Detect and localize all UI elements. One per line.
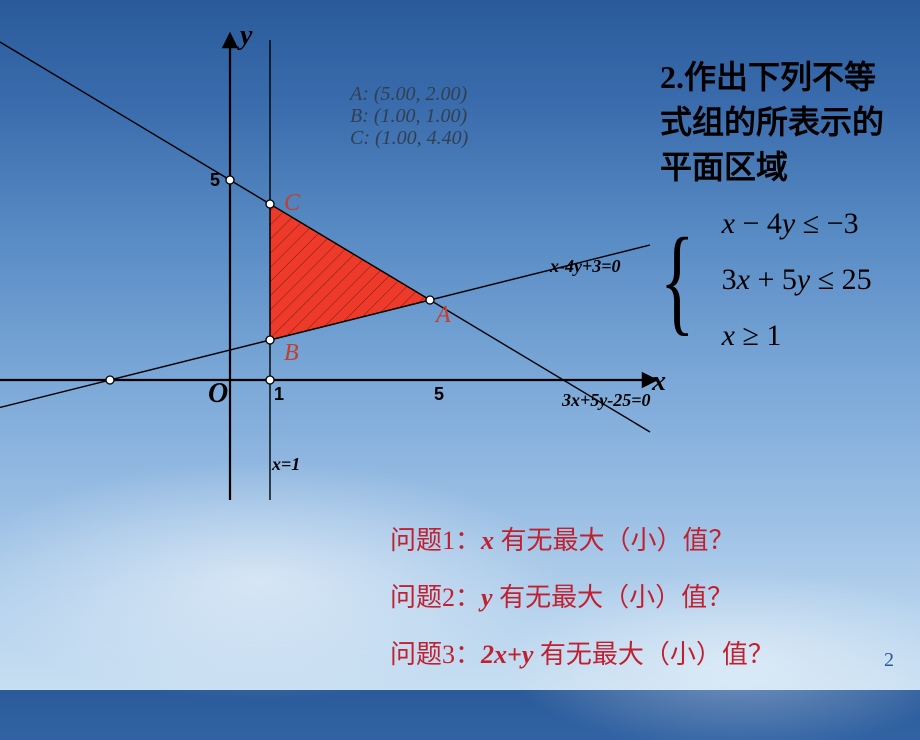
title-prefix: 2.: [660, 59, 684, 95]
line-label-3x+5y-25=0: 3x+5y-25=0: [561, 390, 651, 410]
vertex-label-C: C: [284, 190, 301, 216]
line-label-x-4y+3=0: x-4y+3=0: [549, 256, 621, 276]
vertex-B: [266, 336, 274, 344]
page-number: 2: [884, 649, 894, 672]
inequality-2: 3x + 5y ≤ 25: [722, 263, 872, 297]
inequality-3: x ≥ 1: [722, 319, 872, 353]
coordinate-plane: x-4y+3=0 3x+5y-25=0 x=1 x y O 1 5 5 A B C A: (5.00, …: [0, 0, 700, 560]
left-brace-icon: {: [660, 220, 695, 340]
line-label-x=1: x=1: [271, 454, 300, 474]
question-1: 问题1：x 有无最大（小）值？: [390, 520, 774, 557]
x-tick-1: 1: [274, 384, 284, 404]
marker-neg3-0: [106, 376, 114, 384]
inequality-1: x − 4y ≤ −3: [722, 207, 872, 241]
questions-block: 问题1：x 有无最大（小）值？ 问题2：y 有无最大（小）值？ 问题3：2x+y…: [390, 520, 774, 691]
y-tick-5: 5: [210, 170, 220, 190]
question-2: 问题2：y 有无最大（小）值？: [390, 577, 774, 614]
line-3x+5y-25=0: [0, 42, 650, 432]
x-axis-label: x: [651, 366, 666, 397]
problem-statement: 2.作出下列不等式组的所表示的平面区域 { x − 4y ≤ −3 3x + 5…: [660, 55, 890, 353]
title-text: 作出下列不等式组的所表示的平面区域: [660, 59, 884, 185]
vertex-A: [426, 296, 434, 304]
problem-title: 2.作出下列不等式组的所表示的平面区域: [660, 55, 890, 189]
vertex-C: [266, 200, 274, 208]
origin-label: O: [208, 378, 228, 409]
vertex-label-B: B: [284, 340, 299, 366]
coord-text-0: A: (5.00, 2.00): [348, 83, 468, 105]
x-tick-5: 5: [434, 384, 444, 404]
coord-text-2: C: (1.00, 4.40): [350, 127, 469, 149]
y-axis-label: y: [237, 20, 253, 51]
question-3: 问题3：2x+y 有无最大（小）值？: [390, 634, 774, 671]
marker-0-5: [226, 176, 234, 184]
vertex-label-A: A: [434, 302, 451, 328]
coord-text-1: B: (1.00, 1.00): [350, 105, 468, 127]
system-column: x − 4y ≤ −3 3x + 5y ≤ 25 x ≥ 1: [722, 207, 872, 353]
inequality-system: { x − 4y ≤ −3 3x + 5y ≤ 25 x ≥ 1: [660, 207, 890, 353]
marker-1-0: [266, 376, 274, 384]
